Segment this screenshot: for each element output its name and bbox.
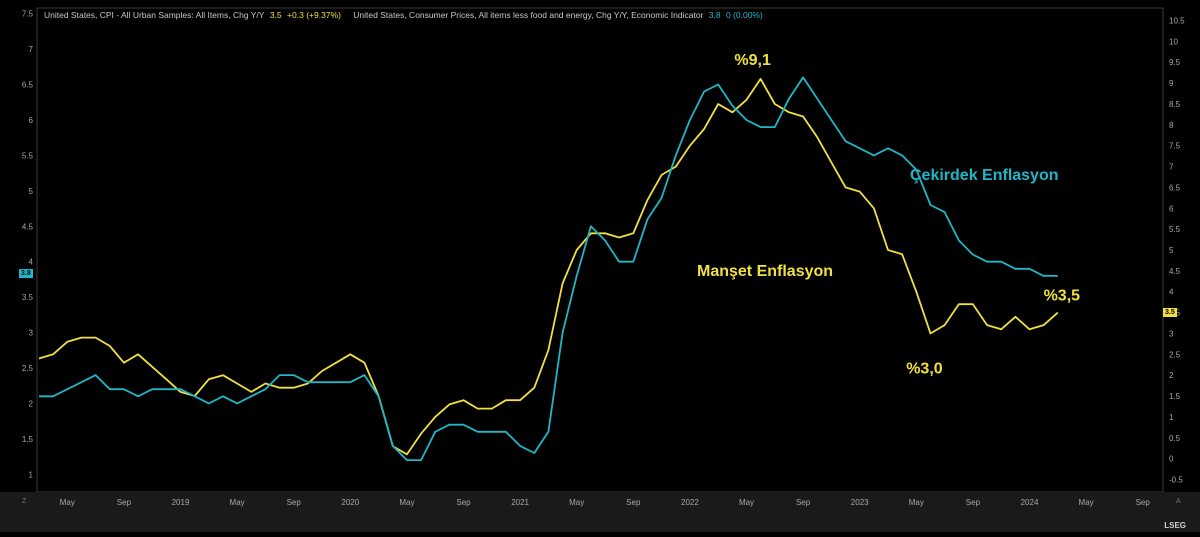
x-tick-label: 2019 [172,498,190,507]
right-tick-label: 4.5 [1169,267,1181,276]
plot-frame [36,7,1164,493]
left-tick-label: 3 [29,329,34,338]
left-tick-label: 3.5 [22,293,34,302]
right-tick-label: -0.5 [1169,475,1183,484]
left-tick-label: 1 [29,470,34,479]
left-tick-label: 2.5 [22,364,34,373]
left-tick-label: 2 [29,399,34,408]
left-tick-label: 6 [29,116,34,125]
left-tick-label: 6.5 [22,81,34,90]
chart-annotation: %3,5 [1044,288,1081,305]
left-tick-label: 5.5 [22,151,34,160]
series-line-1 [39,76,1058,461]
chart-legend: United States, CPI - All Urban Samples: … [44,10,766,20]
x-tick-label: May [399,498,414,507]
corner-left-label[interactable]: Z [22,498,27,505]
right-tick-label: 5 [1169,246,1174,255]
right-tick-label: 8 [1169,121,1174,130]
x-tick-label: 2022 [681,498,699,507]
left-axis-badge: 3.8 [19,269,33,278]
right-tick-label: 10 [1169,37,1178,46]
right-tick-label: 9 [1169,79,1174,88]
right-tick-label: 1.5 [1169,392,1181,401]
legend-core-value: 3.8 [708,10,721,20]
right-tick-label: 0 [1169,455,1174,464]
chart-annotation: %9,1 [734,52,771,69]
x-tick-label: 2020 [341,498,359,507]
x-tick-label: Sep [1136,498,1151,507]
left-tick-label: 5 [29,187,34,196]
right-tick-label: 6 [1169,204,1174,213]
x-tick-label: Sep [626,498,641,507]
legend-cpi-change: +0.3 (+9.37%) [287,10,341,20]
x-tick-label: 2023 [851,498,869,507]
x-tick-label: Sep [966,498,981,507]
right-tick-label: 7.5 [1169,142,1181,151]
legend-cpi-value: 3.5 [269,10,282,20]
right-tick-label: 7 [1169,163,1174,172]
left-tick-label: 7 [29,45,34,54]
left-tick-label: 1.5 [22,435,34,444]
x-tick-label: May [230,498,245,507]
chart-annotation: Manşet Enflasyon [697,263,833,280]
x-axis-band [0,492,1200,532]
x-tick-label: May [1079,498,1094,507]
right-tick-label: 5.5 [1169,225,1181,234]
right-tick-label: 3 [1169,329,1174,338]
lseg-logo: LSEG [1164,521,1186,530]
x-tick-label: May [569,498,584,507]
x-tick-label: Sep [117,498,132,507]
x-tick-label: Sep [796,498,811,507]
right-tick-label: 1 [1169,413,1174,422]
chart-annotation: %3,0 [906,360,943,377]
right-tick-label: 6.5 [1169,183,1181,192]
right-tick-label: 2 [1169,371,1174,380]
x-tick-label: May [60,498,75,507]
left-tick-label: 4 [29,258,34,267]
legend-core-change: 0 (0.00%) [725,10,763,20]
x-tick-label: Sep [456,498,471,507]
left-tick-label: 4.5 [22,222,34,231]
right-tick-label: 2.5 [1169,350,1181,359]
legend-core-name: United States, Consumer Prices, All item… [353,10,704,20]
x-tick-label: May [909,498,924,507]
left-tick-label: 7.5 [22,10,34,19]
right-tick-label: 4 [1169,288,1174,297]
x-tick-label: Sep [287,498,302,507]
x-tick-label: 2021 [511,498,529,507]
chart-annotation: Çekirdek Enflasyon [910,167,1059,184]
corner-right-label[interactable]: A [1176,498,1181,505]
x-tick-label: 2024 [1021,498,1039,507]
right-tick-label: 10.5 [1169,17,1185,26]
x-tick-label: May [739,498,754,507]
series-line-0 [38,78,1059,456]
right-axis-badge: 3.5 [1163,308,1177,317]
right-tick-label: 9.5 [1169,58,1181,67]
right-tick-label: 0.5 [1169,434,1181,443]
legend-cpi-name: United States, CPI - All Urban Samples: … [44,10,265,20]
right-tick-label: 8.5 [1169,100,1181,109]
